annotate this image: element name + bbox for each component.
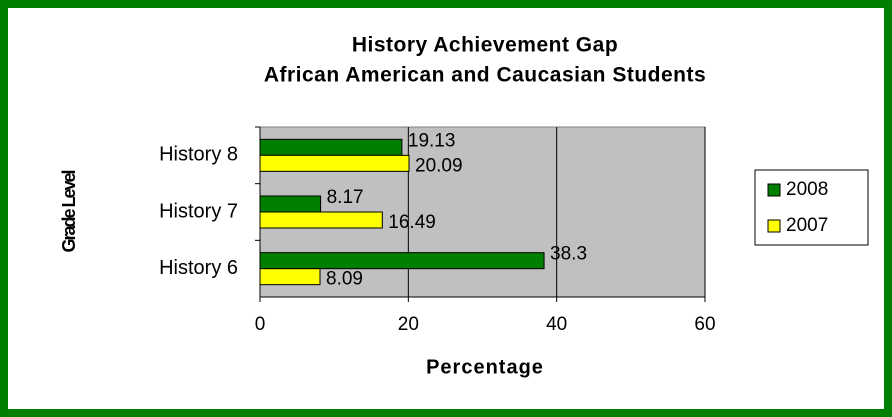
value-label: 19.13	[408, 130, 456, 151]
y-axis-label: Grade Level	[59, 170, 79, 252]
value-label: 38.3	[550, 244, 587, 265]
value-label: 20.09	[415, 155, 463, 176]
x-tick-label: 40	[546, 314, 567, 335]
x-axis-label: Percentage	[426, 356, 544, 378]
y-tick-label: History 6	[159, 257, 238, 279]
y-tick-label: History 7	[159, 200, 238, 222]
value-label: 16.49	[388, 212, 436, 233]
chart-title: History Achievement Gap	[352, 34, 618, 57]
bar	[259, 268, 321, 286]
x-tick-label: 0	[255, 314, 266, 335]
legend-label: 2007	[786, 215, 828, 236]
legend-swatch	[767, 183, 781, 197]
legend-swatch	[767, 219, 781, 233]
legend-label: 2008	[786, 179, 828, 200]
x-tick-label: 20	[398, 314, 419, 335]
value-label: 8.17	[327, 187, 364, 208]
chart-title: African American and Caucasian Students	[264, 64, 706, 87]
bar	[259, 195, 322, 213]
value-label: 8.09	[326, 269, 363, 290]
x-tick-label: 60	[694, 314, 715, 335]
bar	[259, 211, 383, 229]
bar	[259, 252, 545, 270]
y-tick-label: History 8	[159, 144, 238, 166]
bar	[259, 154, 410, 172]
bar	[259, 138, 403, 156]
